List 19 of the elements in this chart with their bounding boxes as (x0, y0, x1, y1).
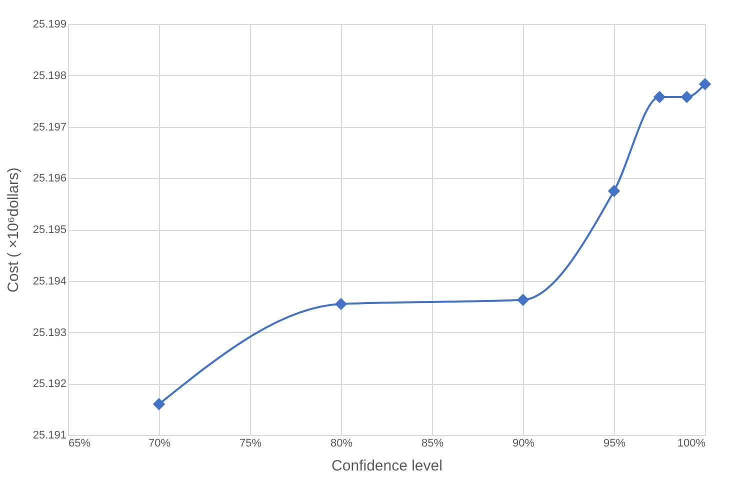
x-tick-label: 65% (68, 438, 91, 450)
y-axis-title: Cost ( ×10⁶dollars) (4, 168, 22, 292)
x-tick-label: 70% (148, 438, 171, 450)
y-tick-label: 25.194 (32, 275, 66, 288)
y-tick-label: 25.198 (32, 70, 66, 82)
x-tick-label: 85% (421, 438, 444, 450)
x-tick-label: 75% (239, 438, 262, 450)
x-tick-label: 100% (677, 438, 706, 450)
x-axis-title: Confidence level (332, 458, 442, 474)
y-tick-label: 25.191 (32, 430, 66, 442)
y-tick-label: 25.193 (32, 326, 66, 339)
y-tick-label: 25.199 (32, 18, 66, 30)
y-tick-label: 25.196 (32, 172, 66, 185)
x-tick-label: 95% (603, 438, 626, 450)
y-tick-label: 25.195 (32, 224, 66, 236)
x-tick-label: 80% (330, 438, 353, 450)
y-tick-label: 25.197 (32, 121, 66, 134)
y-tick-label: 25.192 (32, 378, 66, 390)
x-tick-label: 90% (512, 438, 535, 450)
